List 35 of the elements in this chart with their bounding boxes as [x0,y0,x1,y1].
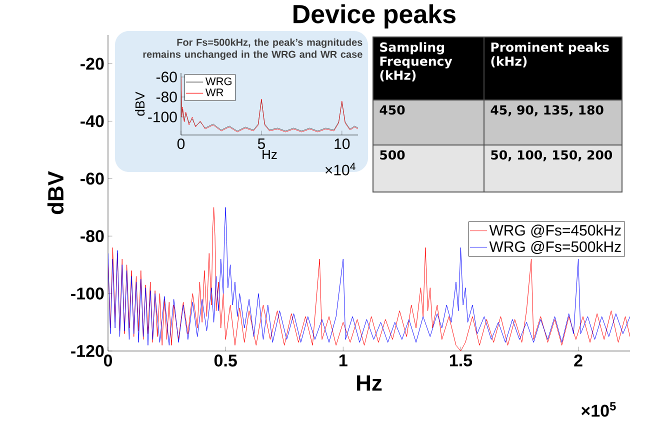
x-tick-label: 2 [574,354,582,366]
y-tick-label: -60 [156,72,177,82]
y-tick-label: -40 [80,115,104,128]
legend-label: WRG @Fs=500kHz [489,241,621,254]
y-axis-title: dBV [135,92,145,116]
y-tick-label: -100 [71,288,104,300]
x-axis-title: Hz [357,375,382,391]
x-tick-label: 5 [258,138,266,149]
annotation: 500 [380,150,405,160]
legend-label: WRG @Fs=450kHz [489,224,621,238]
y-tick-label: -80 [156,92,177,102]
annotation: For Fs=500kHz, the peak’s magnitudes remains unchanged in the WRG and WR case [143,38,362,60]
annotation: 450 [380,105,405,115]
y-tick-label: -60 [80,172,104,185]
x-tick-label: 0 [104,354,112,367]
legend-label: WR [205,88,224,96]
text: ×10$^{5}$ [581,402,616,417]
y-tick-label: -80 [80,230,104,242]
y-tick-label: -100 [148,112,177,122]
y-axis-title: dBV [47,171,64,214]
annotation: 50, 100, 150, 200 [491,150,612,162]
x-tick-label: 0.5 [214,354,237,367]
x-axis-title: Hz [262,150,277,159]
annotation: 45, 90, 135, 180 [490,105,604,116]
x-tick-label: 0 [177,138,185,150]
chart-title: Device peaks [294,4,456,28]
legend-label: WRG [205,77,232,86]
y-tick-label: -120 [71,344,104,358]
annotation: ×10$^{4}$ [325,162,356,176]
x-tick-label: 10 [334,138,350,150]
y-tick-label: -20 [80,58,104,70]
x-tick-label: 1 [339,354,348,366]
annotation: Sampling Frequency (kHz) [380,42,452,82]
annotation: Prominent peaks (kHz) [491,42,609,68]
x-tick-label: 1.5 [450,354,472,366]
